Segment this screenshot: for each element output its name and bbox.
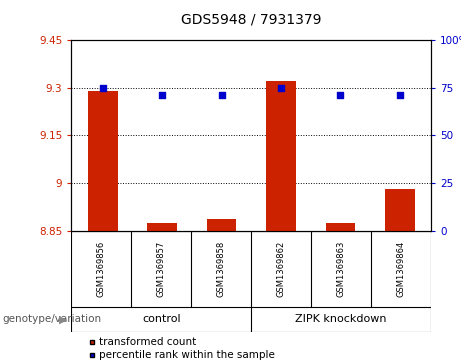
Bar	[325, 223, 355, 231]
Point	[99, 85, 106, 90]
Bar	[385, 189, 415, 231]
Text: transformed count: transformed count	[99, 337, 196, 347]
Text: genotype/variation: genotype/variation	[2, 314, 101, 325]
Bar	[147, 223, 177, 231]
Text: GSM1369863: GSM1369863	[337, 240, 346, 297]
Text: control: control	[142, 314, 181, 325]
Bar	[266, 81, 296, 231]
Point	[337, 92, 344, 98]
Text: percentile rank within the sample: percentile rank within the sample	[99, 350, 275, 360]
Point	[396, 92, 403, 98]
Text: ZIPK knockdown: ZIPK knockdown	[296, 314, 387, 325]
Point	[159, 92, 166, 98]
Point	[277, 85, 284, 90]
Bar	[207, 219, 236, 231]
Text: GSM1369858: GSM1369858	[217, 241, 226, 297]
Text: ▶: ▶	[59, 314, 67, 325]
Bar	[88, 91, 118, 231]
Point	[218, 92, 225, 98]
Text: GDS5948 / 7931379: GDS5948 / 7931379	[181, 13, 321, 27]
Text: GSM1369862: GSM1369862	[277, 241, 286, 297]
Text: GSM1369856: GSM1369856	[97, 241, 106, 297]
Text: GSM1369864: GSM1369864	[396, 241, 406, 297]
Text: GSM1369857: GSM1369857	[157, 241, 166, 297]
